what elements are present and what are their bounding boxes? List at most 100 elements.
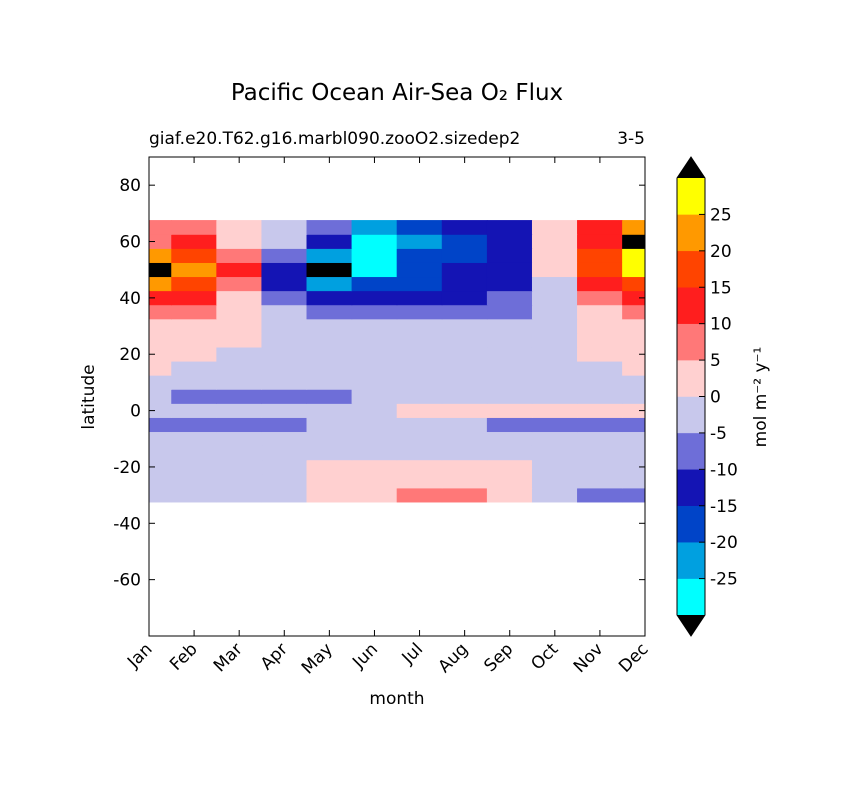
field-cell — [216, 290, 263, 306]
field-cell — [531, 234, 578, 249]
colorbar-segment — [676, 323, 706, 361]
field-cell — [216, 346, 263, 362]
field-cell — [306, 220, 353, 235]
field-cell — [148, 304, 172, 320]
field-cell — [351, 248, 398, 263]
field-cell — [577, 403, 623, 418]
field-cell — [577, 346, 623, 362]
field-cell — [441, 276, 488, 292]
field-cell — [486, 220, 533, 235]
field-cell — [622, 220, 646, 235]
colorbar-segment — [676, 469, 706, 507]
field-cell — [622, 473, 646, 489]
field-cell — [441, 332, 488, 348]
field-cell — [622, 375, 646, 390]
field-cell — [441, 262, 488, 278]
field-cell — [396, 248, 443, 263]
field-cell — [396, 417, 443, 433]
field-cell — [171, 487, 217, 503]
field-cell — [531, 403, 578, 418]
field-cell — [351, 262, 398, 278]
field-cell — [171, 445, 217, 461]
colorbar-segment — [676, 541, 706, 579]
field-cell — [351, 403, 398, 418]
field-cell — [351, 459, 398, 475]
field-cell — [396, 346, 443, 362]
x-tick-label: Jan — [123, 639, 156, 672]
colorbar-extend-bottom — [677, 615, 705, 636]
field-cell — [306, 248, 353, 263]
field-cell — [396, 220, 443, 235]
field-cell — [216, 445, 263, 461]
colorbar-label: mol m⁻² y⁻¹ — [751, 347, 771, 448]
field-cell — [441, 248, 488, 263]
y-tick-label: 80 — [119, 176, 141, 196]
colorbar-tick-label: -10 — [710, 460, 738, 480]
y-tick-label: 60 — [119, 233, 141, 253]
field-cell — [351, 276, 398, 292]
field-cell — [306, 318, 353, 334]
x-tick-label: Aug — [435, 639, 473, 677]
colorbar-tick-label: 10 — [710, 315, 732, 335]
field-cell — [577, 487, 623, 503]
field-cell — [306, 304, 353, 320]
field-cell — [171, 360, 217, 376]
field-cell — [261, 318, 308, 334]
field-cell — [171, 431, 217, 447]
field-cell — [171, 262, 217, 278]
field-cell — [441, 290, 488, 306]
field-cell — [622, 262, 646, 278]
field-cell — [261, 375, 308, 390]
field-cell — [441, 318, 488, 334]
field-cell — [577, 459, 623, 475]
field-cell — [441, 220, 488, 235]
colorbar-segment — [676, 177, 706, 215]
field-cell — [577, 431, 623, 447]
y-axis-label: latitude — [79, 364, 99, 429]
field-cell — [577, 290, 623, 306]
field-cell — [351, 346, 398, 362]
field-cell — [261, 332, 308, 348]
field-cell — [351, 389, 398, 404]
field-cell — [531, 445, 578, 461]
x-tick-label: Oct — [527, 639, 562, 674]
field-cell — [486, 375, 533, 390]
field-cell — [486, 248, 533, 263]
x-tick-label: Apr — [257, 639, 292, 674]
colorbar-segment — [676, 505, 706, 543]
field-cell — [351, 360, 398, 376]
field-cell — [261, 431, 308, 447]
field-cell — [531, 375, 578, 390]
plot-frame — [148, 156, 646, 637]
chart-title: Pacific Ocean Air-Sea O₂ Flux — [231, 80, 563, 106]
field-cell — [216, 417, 263, 433]
colorbar-tick-label: -5 — [710, 424, 727, 444]
field-cell — [351, 375, 398, 390]
field-cell — [306, 375, 353, 390]
x-tick-label: Sep — [480, 639, 517, 676]
field-cell — [306, 389, 353, 404]
x-tick-label: Jul — [398, 639, 427, 668]
x-tick-label: Nov — [570, 639, 608, 677]
field-cell — [261, 262, 308, 278]
field-cell — [486, 459, 533, 475]
field-cell — [441, 389, 488, 404]
field-cell — [261, 389, 308, 404]
field-cell — [531, 262, 578, 278]
colorbar-segment — [676, 359, 706, 397]
field-cell — [441, 234, 488, 249]
y-tick-label: -40 — [113, 514, 141, 534]
colorbar-segment — [676, 214, 706, 252]
field-cell — [441, 445, 488, 461]
field-cell — [441, 360, 488, 376]
field-cell — [486, 318, 533, 334]
field-cell — [396, 431, 443, 447]
field-cell — [306, 332, 353, 348]
field-cell — [148, 332, 172, 348]
field-cell — [171, 375, 217, 390]
field-cell — [577, 360, 623, 376]
colorbar-tick-label: -25 — [710, 570, 738, 590]
field-cell — [306, 262, 353, 278]
field-cell — [577, 248, 623, 263]
field-cell — [486, 346, 533, 362]
